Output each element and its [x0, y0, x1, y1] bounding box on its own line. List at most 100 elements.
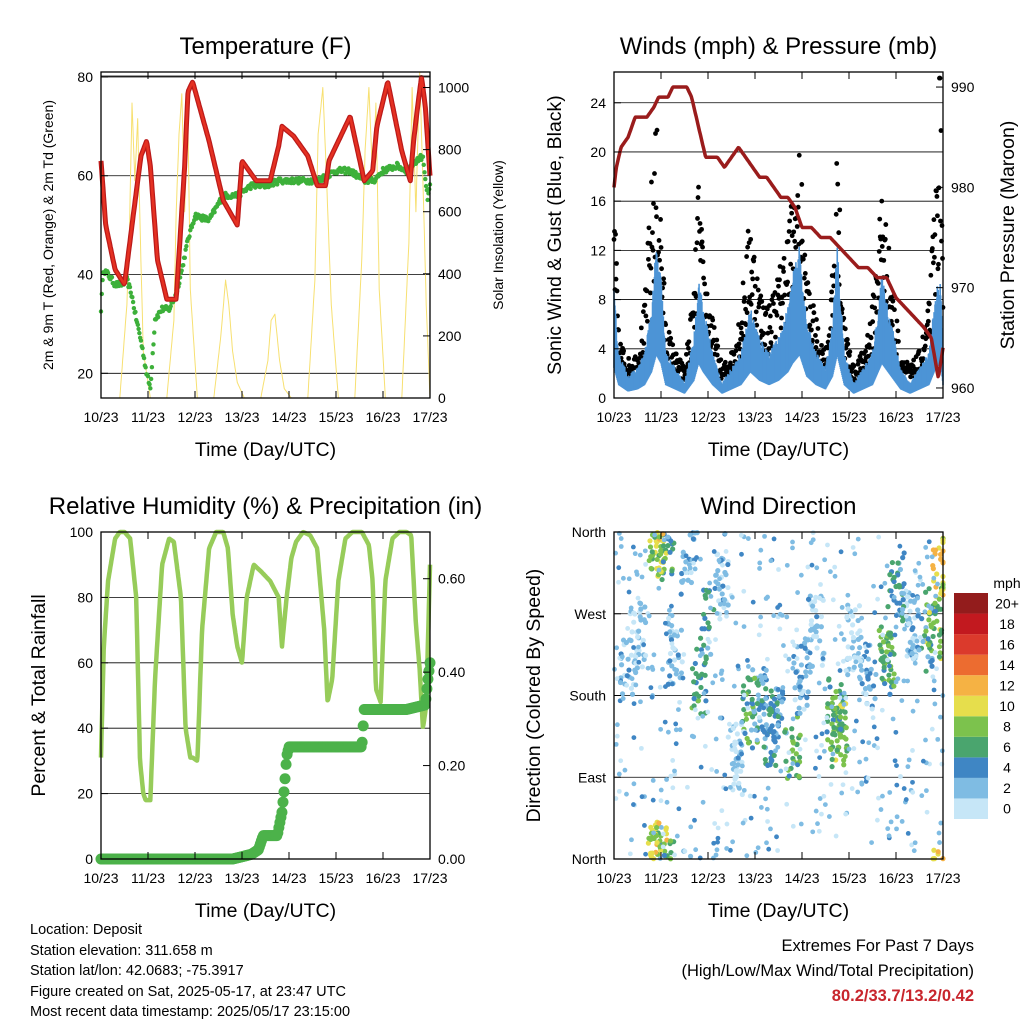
colorbar-title: mph: [993, 575, 1020, 591]
gust-point: [778, 325, 784, 331]
y-tick-label: 0: [85, 851, 93, 867]
direction-point: [641, 642, 647, 648]
direction-point: [767, 711, 773, 718]
direction-point: [813, 594, 819, 600]
direction-point: [843, 811, 849, 817]
gust-point: [789, 233, 795, 239]
direction-point: [764, 840, 769, 846]
gust-point: [640, 309, 646, 315]
direction-point: [805, 689, 811, 695]
direction-point: [721, 601, 727, 607]
direction-point: [903, 797, 909, 802]
gust-point: [911, 357, 917, 363]
gust-point: [776, 283, 781, 289]
direction-point: [936, 654, 943, 660]
humidity-panel: Relative Humidity (%) & Precipitation (i…: [28, 493, 482, 922]
direction-point: [783, 758, 789, 764]
direction-point: [678, 591, 684, 597]
direction-point: [642, 604, 648, 610]
series-rh: [98, 529, 433, 803]
direction-point: [646, 557, 652, 564]
gust-point: [882, 236, 888, 242]
direction-point: [891, 594, 897, 600]
x-tick-label: 12/23: [177, 870, 212, 886]
gust-point: [696, 184, 701, 190]
direction-point: [840, 782, 846, 788]
direction-point: [841, 690, 847, 696]
direction-point: [780, 685, 786, 690]
direction-point: [935, 581, 940, 587]
gust-point: [751, 258, 757, 264]
direction-point: [885, 643, 892, 649]
direction-point: [766, 846, 772, 852]
gust-point: [718, 357, 724, 363]
direction-point: [855, 536, 861, 542]
direction-point: [762, 756, 768, 763]
direction-point: [850, 545, 856, 550]
direction-point: [830, 712, 837, 718]
direction-point: [815, 821, 820, 827]
direction-point: [762, 674, 768, 680]
gust-point: [842, 326, 848, 332]
y2-tick-label: 0.20: [438, 758, 465, 774]
gust-point: [922, 343, 928, 349]
direction-point: [698, 684, 704, 691]
gust-point: [722, 359, 728, 365]
dewpoint-point: [133, 309, 138, 315]
direction-point: [904, 594, 911, 600]
direction-point: [930, 674, 936, 680]
direction-point: [648, 565, 654, 572]
dewpoint-point: [131, 305, 137, 311]
direction-point: [786, 750, 792, 756]
dewpoint-point: [289, 176, 295, 181]
direction-point: [926, 586, 932, 592]
direction-point: [923, 788, 929, 794]
gust-point: [799, 182, 805, 187]
direction-point: [647, 544, 654, 550]
gust-point: [649, 179, 654, 185]
gust-point: [937, 75, 943, 81]
precip-point: [423, 665, 435, 677]
x-tick-label: 14/23: [271, 870, 306, 886]
direction-point: [692, 660, 698, 667]
gust-point: [931, 217, 937, 223]
direction-point: [923, 589, 929, 595]
direction-point: [778, 768, 784, 774]
direction-point: [876, 627, 882, 634]
direction-point: [802, 737, 808, 743]
direction-point: [851, 664, 857, 670]
direction-point: [797, 746, 803, 752]
gust-point: [618, 341, 623, 347]
direction-point: [900, 555, 906, 561]
direction-point: [667, 658, 673, 664]
x-tick-label: 16/23: [878, 870, 913, 886]
direction-point: [857, 645, 863, 651]
dewpoint-point: [127, 284, 133, 290]
dewpoint-point: [143, 365, 148, 370]
direction-point: [826, 814, 832, 819]
direction-point: [624, 682, 630, 688]
direction-point: [761, 711, 767, 717]
direction-point: [798, 662, 805, 668]
direction-point: [613, 796, 619, 801]
direction-point: [931, 687, 937, 693]
direction-point: [630, 544, 636, 550]
gust-point: [876, 249, 882, 254]
direction-point: [819, 811, 824, 817]
direction-point: [810, 829, 816, 835]
x-tick-label: 14/23: [784, 409, 819, 425]
direction-point: [910, 592, 916, 598]
direction-point: [631, 645, 637, 650]
direction-point: [813, 808, 819, 814]
direction-point: [885, 826, 891, 832]
direction-point: [753, 727, 758, 733]
direction-point: [886, 833, 892, 839]
direction-point: [723, 786, 729, 792]
direction-point: [648, 553, 654, 560]
direction-point: [705, 645, 711, 651]
direction-point: [640, 637, 646, 643]
direction-title: Wind Direction: [700, 493, 856, 520]
direction-point: [654, 556, 660, 563]
direction-point: [666, 615, 672, 621]
direction-point: [858, 634, 864, 640]
